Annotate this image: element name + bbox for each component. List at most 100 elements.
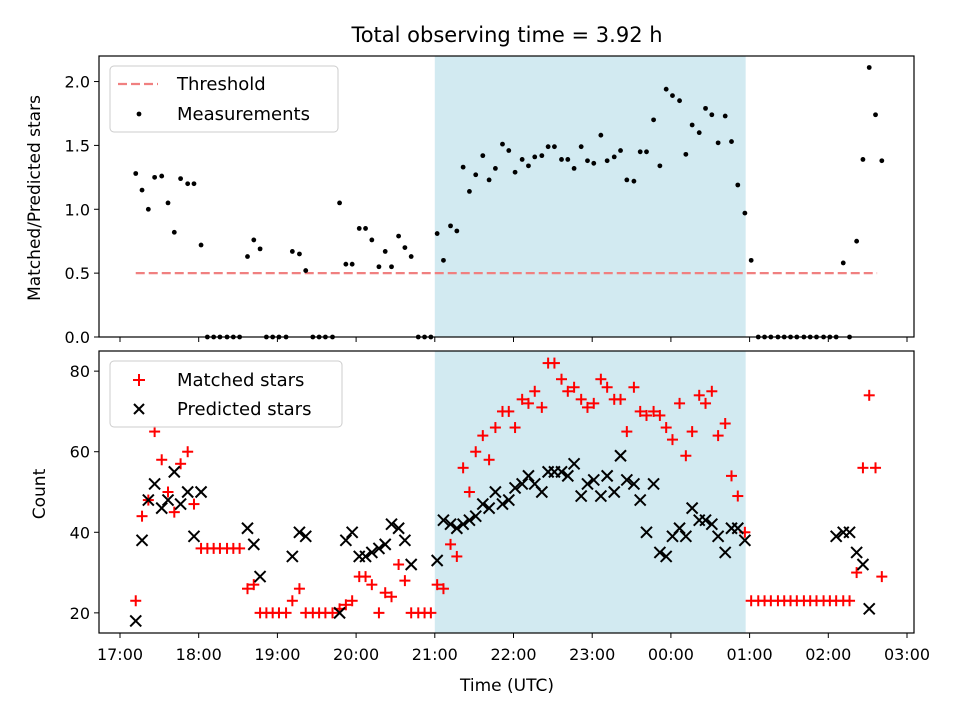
measurement-point [598, 132, 604, 138]
measurement-point [578, 144, 584, 150]
measurement-point [735, 182, 741, 188]
predicted-star-point [379, 538, 392, 551]
measurement-point [303, 268, 309, 273]
measurement-point [840, 260, 846, 266]
matched-star-point [234, 542, 246, 554]
top-axes: 0.0 0.5 1.0 1.5 2.0 [65, 73, 908, 347]
measurement-point [460, 164, 466, 170]
matched-star-point [175, 458, 187, 470]
matched-star-point [654, 409, 666, 421]
measurement-point [454, 228, 460, 234]
measurement-point [715, 140, 721, 146]
matched-star-point [182, 446, 194, 458]
measurement-point [434, 231, 440, 236]
predicted-star-point [640, 526, 653, 539]
measurement-point [709, 112, 715, 118]
top-y-tick-label: 0.5 [65, 264, 90, 283]
measurement-point [519, 157, 525, 162]
matched-star-point [162, 486, 174, 498]
measurement-point [337, 200, 342, 206]
matched-star-point [340, 599, 352, 611]
measurement-point [571, 166, 577, 171]
measurement-point [500, 141, 505, 147]
legend-matched-marker-icon [133, 374, 145, 386]
measurement-point [145, 206, 151, 212]
matched-star-point [293, 583, 305, 595]
matched-star-point [680, 450, 692, 462]
predicted-star-point [148, 477, 161, 491]
predicted-star-point [587, 473, 600, 487]
matched-star-point [130, 595, 142, 607]
predicted-star-point [673, 522, 686, 535]
predicted-star-point [437, 513, 450, 527]
matched-star-point [674, 397, 686, 409]
x-tick-label: 17:00 [97, 645, 143, 664]
matched-star-point [470, 446, 482, 458]
matched-star-point [686, 426, 698, 438]
matched-star-point [149, 426, 161, 438]
predicted-star-point [711, 530, 725, 543]
predicted-star-point [705, 518, 719, 531]
measurement-point [448, 223, 453, 229]
legend-measurements-label: Measurements [177, 104, 310, 125]
matched-star-point [425, 607, 437, 619]
bottom-panel: 17:00 18:00 19:00 20:00 21:00 22:00 23:00 00:00… [30, 350, 930, 664]
measurement-point [408, 254, 414, 259]
measurement-point [526, 163, 531, 169]
measurement-point [473, 172, 479, 178]
predicted-star-point [345, 526, 359, 539]
predicted-star-point [241, 522, 254, 535]
predicted-star-point [850, 546, 863, 559]
predicted-star-point [863, 602, 876, 616]
matched-star-point [857, 462, 869, 474]
matched-star-point [666, 434, 678, 446]
matched-star-point [641, 409, 653, 421]
matched-star-point [437, 583, 449, 595]
matched-star-point [366, 579, 378, 591]
matched-star-point [248, 579, 260, 591]
measurement-point [545, 144, 551, 150]
predicted-star-point [699, 513, 712, 527]
x-tick-label: 00:00 [648, 645, 694, 664]
top-frame [98, 55, 915, 338]
predicted-star-point [574, 489, 588, 503]
predicted-star-point [856, 558, 870, 571]
bottom-observing-window [434, 351, 746, 633]
predicted-star-point [450, 522, 464, 535]
measurement-point [191, 181, 197, 187]
measurement-point [441, 257, 446, 263]
predicted-star-point [600, 469, 614, 483]
measurement-point [492, 166, 498, 171]
bottom-y-axis-label: Count [30, 468, 50, 519]
matched-star-point [483, 454, 495, 466]
predicted-star-point [608, 485, 621, 499]
measurement-point [637, 149, 643, 155]
matched-star-point [575, 393, 587, 405]
predicted-star-point [365, 546, 379, 559]
measurement-point [356, 226, 362, 231]
predicted-star-point [372, 542, 386, 555]
matched-star-point [660, 422, 672, 434]
predicted-star-point [168, 465, 181, 479]
measurement-point [185, 181, 191, 187]
matched-star-point [286, 595, 298, 607]
bottom-legend: Matched stars Predicted stars [109, 360, 343, 428]
figure-title: Total observing time = 3.92 h [350, 23, 662, 47]
measurement-point [245, 254, 250, 259]
predicted-star-point [679, 530, 693, 543]
measurement-point [552, 144, 557, 150]
matched-star-point [700, 397, 712, 409]
predicted-star-point [286, 550, 299, 563]
matched-star-point [489, 422, 501, 434]
matched-star-point [399, 575, 411, 587]
predicted-star-point [469, 509, 482, 523]
measurement-point [486, 177, 492, 183]
measurement-point [604, 158, 610, 164]
matched-star-point [588, 397, 600, 409]
measurement-point [152, 174, 158, 180]
measurement-point [860, 157, 866, 162]
predicted-star-point [843, 526, 856, 539]
matched-star-point [477, 430, 489, 442]
matched-star-point [851, 567, 863, 579]
bottom-frame [98, 350, 915, 634]
